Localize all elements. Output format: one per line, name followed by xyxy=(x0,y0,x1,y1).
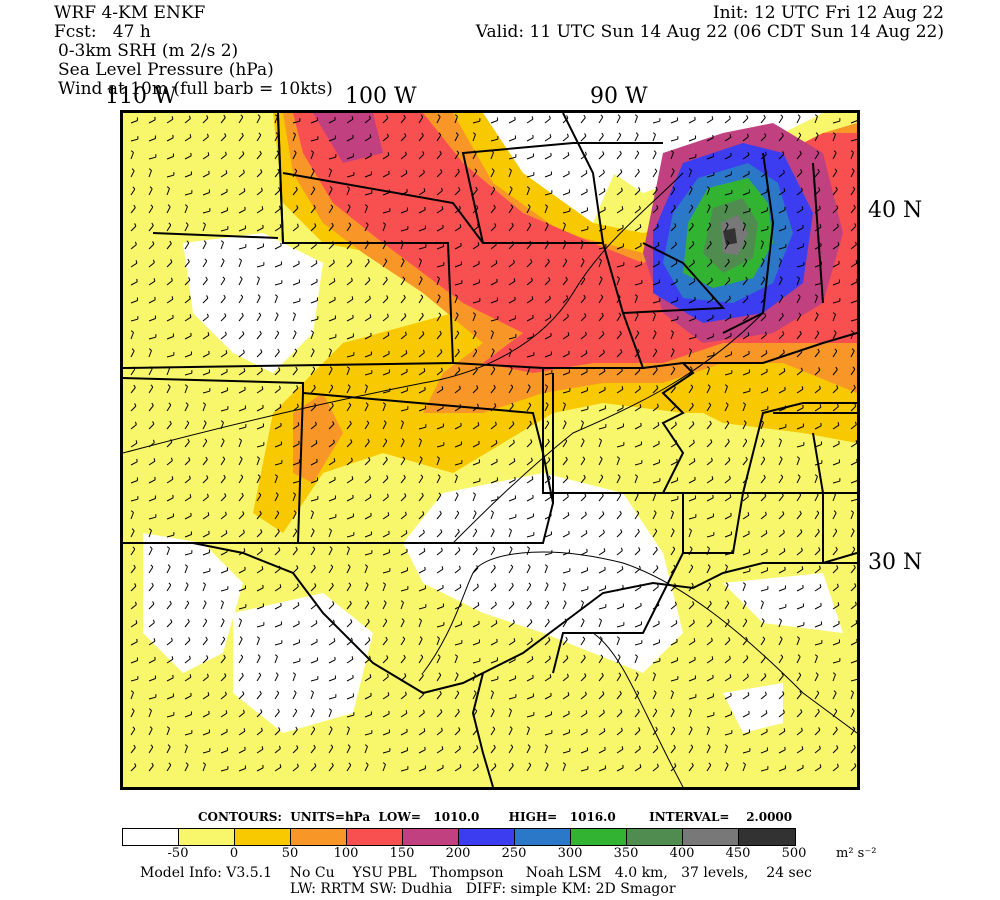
init-time: Init: 12 UTC Fri 12 Aug 22 xyxy=(712,3,944,23)
colorbar-swatch xyxy=(515,829,571,845)
colorbar-swatch xyxy=(571,829,627,845)
colorbar-swatch xyxy=(123,829,179,845)
gulf-coastline xyxy=(471,552,857,787)
colorbar-tick-label: -50 xyxy=(167,846,189,861)
map-panel xyxy=(120,110,860,790)
colorbar-tick-label: 500 xyxy=(781,846,807,861)
model-title: WRF 4-KM ENKF xyxy=(54,3,206,23)
wind-barbs xyxy=(130,114,857,772)
model-info: Model Info: V3.5.1 No Cu YSU PBL Thompso… xyxy=(140,865,812,881)
lat-label-30n: 30 N xyxy=(868,550,923,575)
mexico-border xyxy=(123,542,484,695)
lon-label-90w: 90 W xyxy=(590,84,648,109)
colorbar-swatch xyxy=(683,829,739,845)
lon-label-100w: 100 W xyxy=(345,84,417,109)
colorbar-tick-label: 0 xyxy=(229,846,239,861)
colorbar-swatch xyxy=(291,829,347,845)
colorbar-tick-label: 350 xyxy=(613,846,639,861)
colorbar-swatch xyxy=(459,829,515,845)
physics-info: LW: RRTM SW: Dudhia DIFF: simple KM: 2D … xyxy=(290,881,676,897)
colorbar-tick-label: 400 xyxy=(669,846,695,861)
colorbar-tick-label: 200 xyxy=(445,846,471,861)
srh-500-plus-band xyxy=(723,228,737,245)
map-svg xyxy=(123,113,857,787)
colorbar-tick-label: 450 xyxy=(725,846,751,861)
field-wind-label: Wind at 10m (full barb = 10kts) xyxy=(58,79,333,99)
contour-info: CONTOURS: UNITS=hPa LOW= 1010.0 HIGH= 10… xyxy=(198,810,793,824)
colorbar-swatch xyxy=(739,829,795,845)
colorbar xyxy=(122,828,796,846)
colorbar-units: m² s⁻² xyxy=(836,846,877,861)
colorbar-swatch xyxy=(347,829,403,845)
colorbar-tick-label: 150 xyxy=(389,846,415,861)
colorbar-swatch xyxy=(235,829,291,845)
colorbar-tick-label: 50 xyxy=(281,846,299,861)
forecast-hour: Fcst: 47 h xyxy=(54,22,151,42)
field-slp-label: Sea Level Pressure (hPa) xyxy=(58,60,274,80)
state-borders xyxy=(123,113,857,674)
lat-label-40n: 40 N xyxy=(868,198,923,223)
field-srh-label: 0-3km SRH (m 2/s 2) xyxy=(58,41,239,61)
colorbar-tick-label: 250 xyxy=(501,846,527,861)
colorbar-tick-label: 300 xyxy=(557,846,583,861)
lon-label-110w: 110 W xyxy=(105,84,177,109)
colorbar-swatch xyxy=(627,829,683,845)
colorbar-swatch xyxy=(403,829,459,845)
colorbar-tick-label: 100 xyxy=(333,846,359,861)
colorbar-swatch xyxy=(179,829,235,845)
valid-time: Valid: 11 UTC Sun 14 Aug 22 (06 CDT Sun … xyxy=(475,22,944,42)
